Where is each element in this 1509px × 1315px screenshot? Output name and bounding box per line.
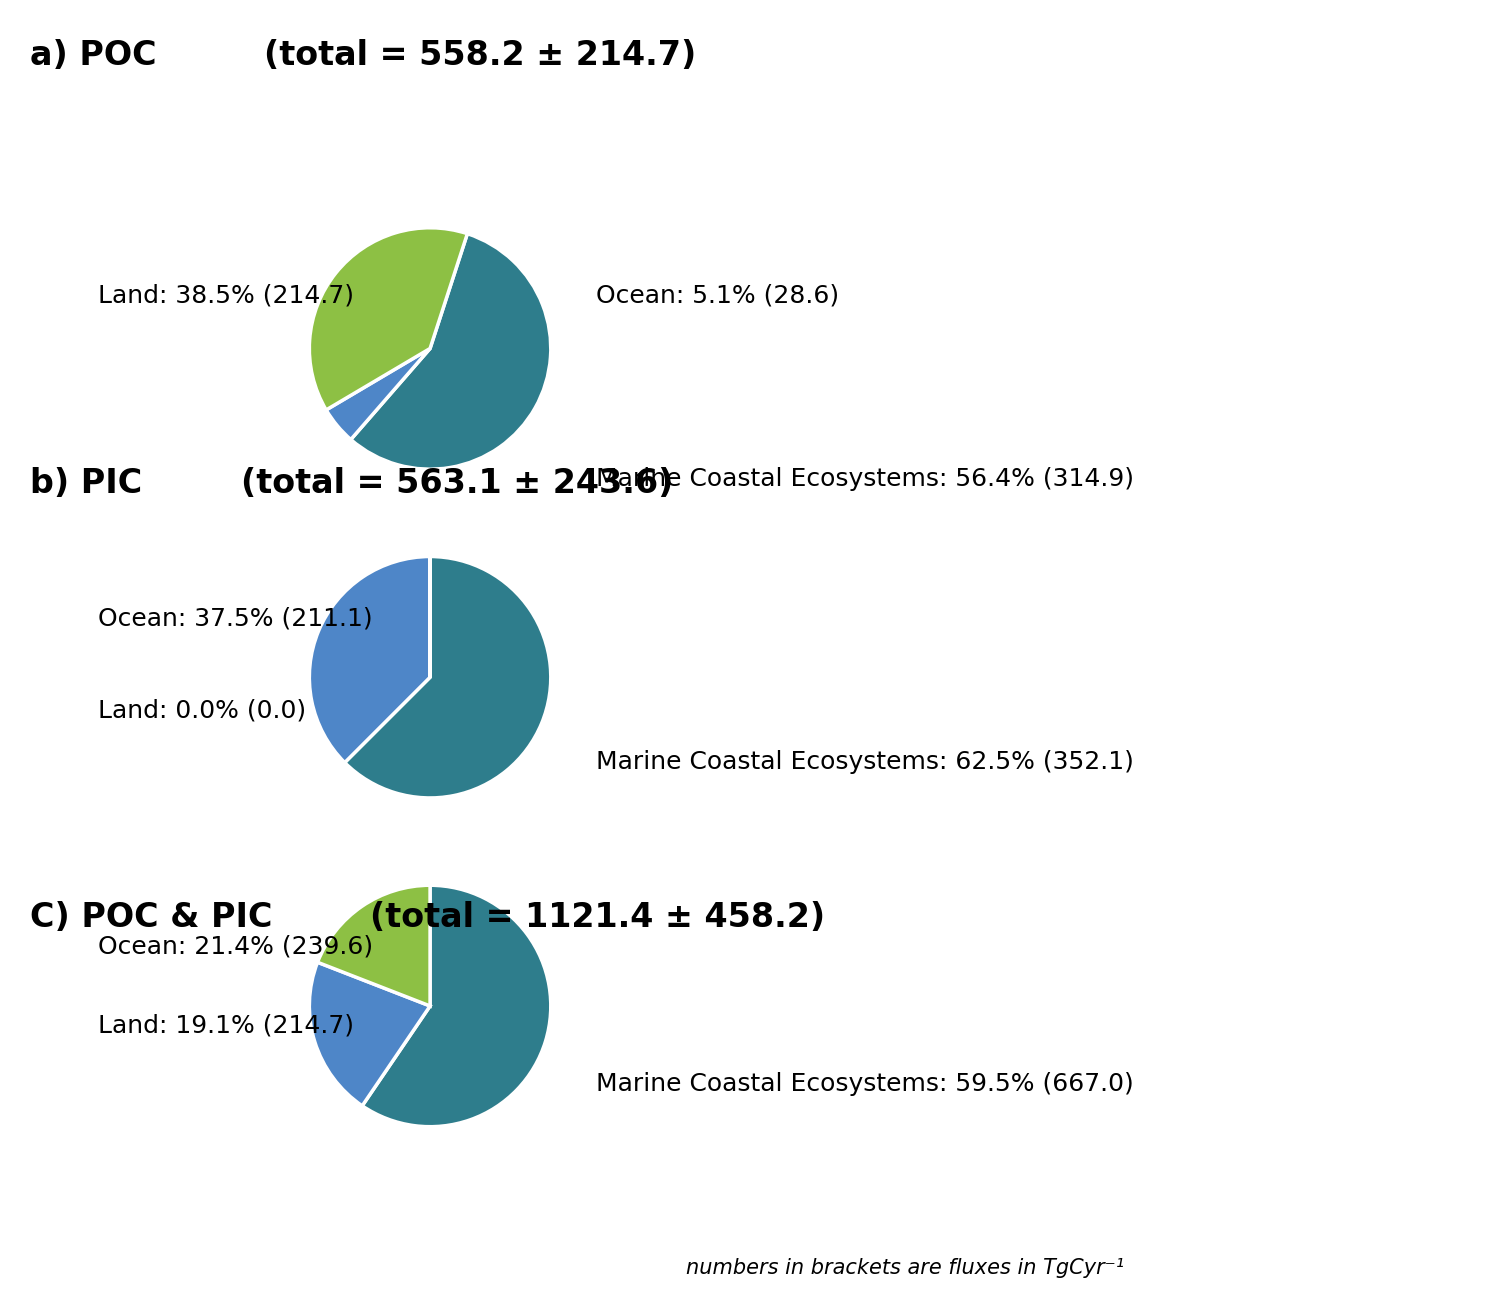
Text: Marine Coastal Ecosystems: 62.5% (352.1): Marine Coastal Ecosystems: 62.5% (352.1) [596, 750, 1133, 773]
Text: Marine Coastal Ecosystems: 56.4% (314.9): Marine Coastal Ecosystems: 56.4% (314.9) [596, 467, 1135, 490]
Wedge shape [326, 348, 430, 439]
Text: (total = 1121.4 ± 458.2): (total = 1121.4 ± 458.2) [370, 901, 825, 934]
Text: Land: 0.0% (0.0): Land: 0.0% (0.0) [98, 698, 306, 722]
Text: Land: 38.5% (214.7): Land: 38.5% (214.7) [98, 284, 355, 308]
Text: Ocean: 5.1% (28.6): Ocean: 5.1% (28.6) [596, 284, 839, 308]
Text: (total = 563.1 ± 243.6): (total = 563.1 ± 243.6) [241, 467, 675, 500]
Text: numbers in brackets are fluxes in TgCyr⁻¹: numbers in brackets are fluxes in TgCyr⁻… [687, 1258, 1124, 1278]
Text: b) PIC: b) PIC [30, 467, 142, 500]
Wedge shape [309, 556, 430, 763]
Text: Marine Coastal Ecosystems: 59.5% (667.0): Marine Coastal Ecosystems: 59.5% (667.0) [596, 1072, 1133, 1095]
Text: Ocean: 37.5% (211.1): Ocean: 37.5% (211.1) [98, 606, 373, 630]
Wedge shape [362, 885, 551, 1127]
Wedge shape [309, 963, 430, 1106]
Text: a) POC: a) POC [30, 39, 157, 72]
Wedge shape [309, 227, 468, 410]
Text: C) POC & PIC: C) POC & PIC [30, 901, 273, 934]
Text: (total = 558.2 ± 214.7): (total = 558.2 ± 214.7) [264, 39, 696, 72]
Text: Ocean: 21.4% (239.6): Ocean: 21.4% (239.6) [98, 935, 373, 959]
Wedge shape [317, 885, 430, 1006]
Text: Land: 19.1% (214.7): Land: 19.1% (214.7) [98, 1014, 355, 1038]
Wedge shape [350, 234, 551, 469]
Wedge shape [344, 556, 551, 798]
